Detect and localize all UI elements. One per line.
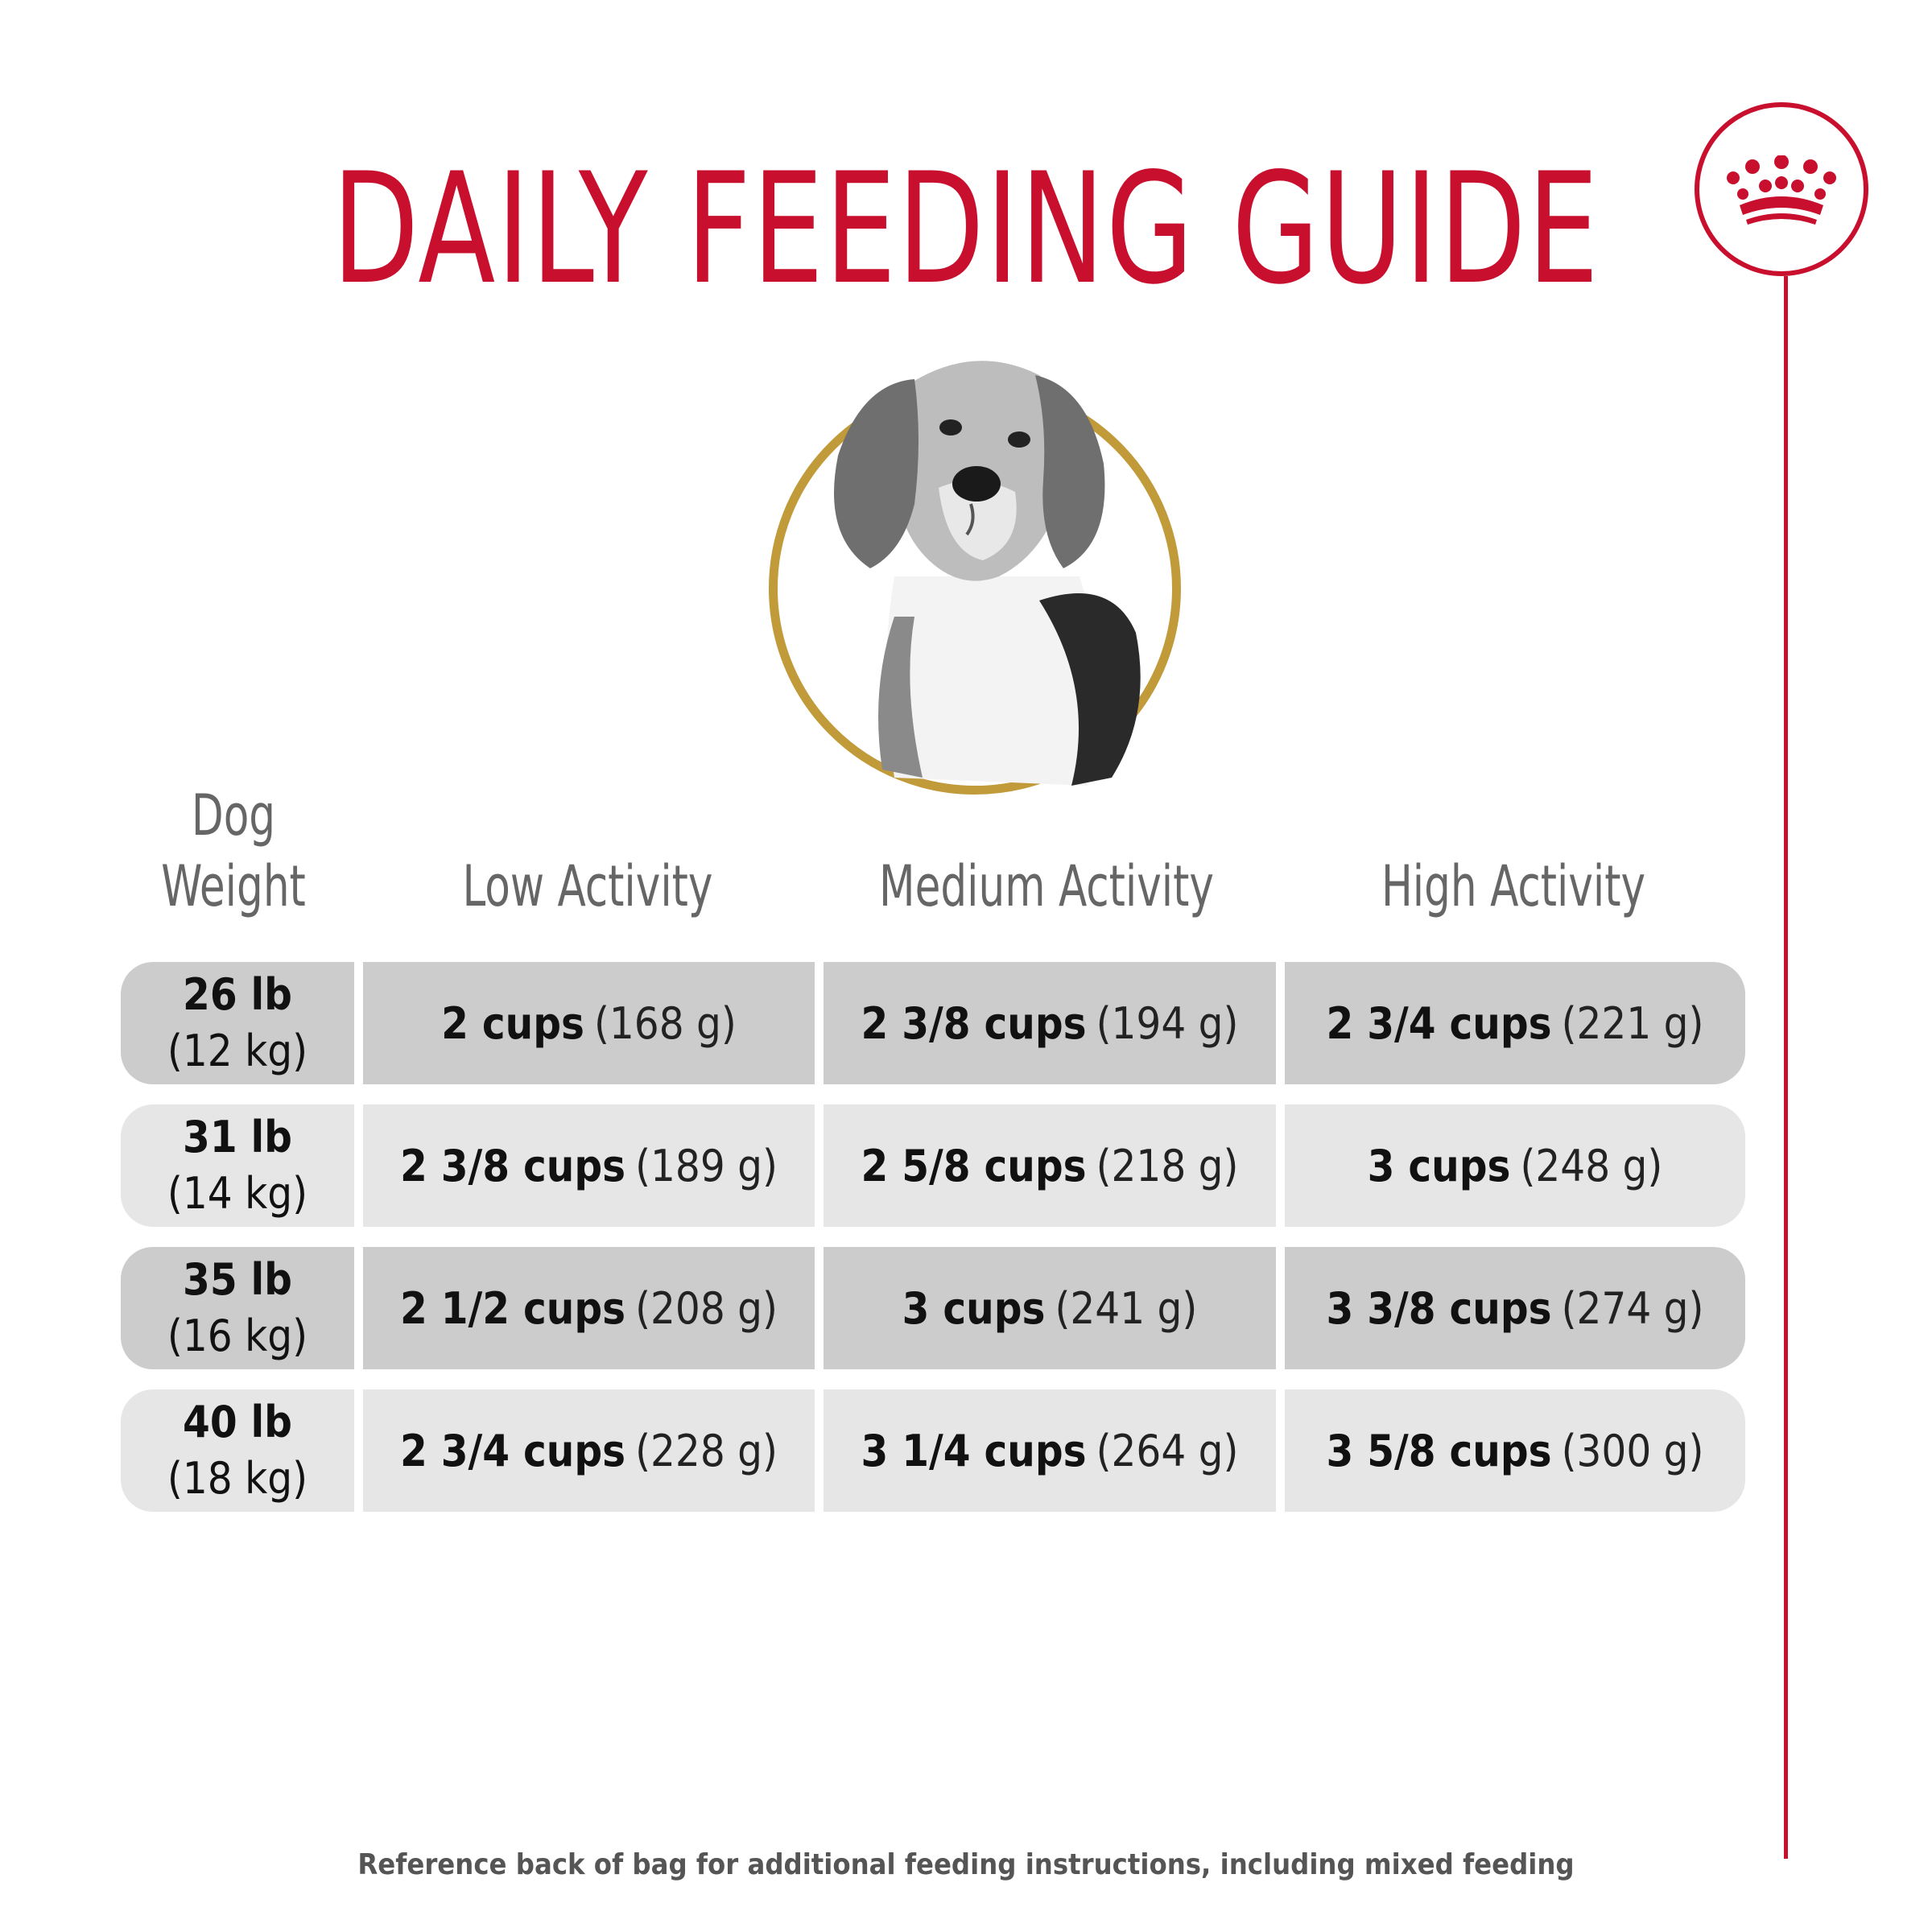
table-row (121, 1389, 1745, 1512)
grams: (194 g) (1096, 997, 1239, 1049)
grams: (168 g) (593, 997, 737, 1049)
weight-kg: (18 kg) (167, 1453, 308, 1504)
grams: (218 g) (1096, 1140, 1239, 1191)
low-cell: 2 cups (168 g) (363, 962, 815, 1084)
weight-cell: 35 lb (16 kg) (121, 1247, 354, 1369)
table-row (121, 962, 1745, 1084)
weight-kg: (16 kg) (167, 1311, 308, 1361)
weight-cell: 31 lb (14 kg) (121, 1104, 354, 1227)
medium-cell: 3 cups (241 g) (824, 1247, 1276, 1369)
cups: 3 cups (902, 1282, 1046, 1334)
page-title: DAILY FEEDING GUIDE (332, 140, 1600, 318)
grams: (274 g) (1561, 1282, 1704, 1334)
high-cell: 3 3/8 cups (274 g) (1285, 1247, 1745, 1369)
table-row (121, 1104, 1745, 1227)
cups: 2 3/8 cups (400, 1140, 626, 1191)
weight-lb: 35 lb (183, 1253, 292, 1305)
dog-portrait-frame (769, 361, 1181, 795)
weight-kg: (14 kg) (167, 1168, 308, 1219)
weight-lb: 40 lb (183, 1396, 292, 1447)
cups: 3 1/4 cups (861, 1425, 1087, 1476)
weight-lb: 26 lb (183, 968, 292, 1020)
header-weight-line1: Dog (191, 782, 276, 848)
grams: (208 g) (635, 1282, 778, 1334)
cups: 2 cups (441, 997, 584, 1049)
cups: 2 3/4 cups (1326, 997, 1552, 1049)
grams: (241 g) (1055, 1282, 1198, 1334)
high-cell: 3 cups (248 g) (1285, 1104, 1745, 1227)
weight-kg: (12 kg) (167, 1026, 308, 1076)
grams: (264 g) (1096, 1425, 1239, 1476)
low-cell: 2 3/4 cups (228 g) (363, 1389, 815, 1512)
high-cell: 2 3/4 cups (221 g) (1285, 962, 1745, 1084)
grams: (189 g) (635, 1140, 778, 1191)
low-cell: 2 1/2 cups (208 g) (363, 1247, 815, 1369)
cups: 2 1/2 cups (400, 1282, 626, 1334)
medium-cell: 2 3/8 cups (194 g) (824, 962, 1276, 1084)
cups: 2 3/4 cups (400, 1425, 626, 1476)
low-cell: 2 3/8 cups (189 g) (363, 1104, 815, 1227)
cups: 2 3/8 cups (861, 997, 1087, 1049)
header-high-activity: High Activity (1381, 853, 1646, 919)
medium-cell: 2 5/8 cups (218 g) (824, 1104, 1276, 1227)
footer-note: Reference back of bag for additional fee… (357, 1848, 1575, 1881)
header-dog-weight: Dog Weight (141, 781, 326, 922)
brand-vertical-line (1784, 276, 1788, 1859)
weight-cell: 40 lb (18 kg) (121, 1389, 354, 1512)
brand-logo (1695, 102, 1868, 276)
table-row (121, 1247, 1745, 1369)
cups: 3 3/8 cups (1326, 1282, 1552, 1334)
crown-logo-icon (1727, 155, 1836, 225)
weight-cell: 26 lb (12 kg) (121, 962, 354, 1084)
grams: (228 g) (635, 1425, 778, 1476)
medium-cell: 3 1/4 cups (264 g) (824, 1389, 1276, 1512)
grams: (248 g) (1520, 1140, 1663, 1191)
grams: (221 g) (1561, 997, 1704, 1049)
header-medium-activity: Medium Activity (879, 853, 1214, 919)
high-cell: 3 5/8 cups (300 g) (1285, 1389, 1745, 1512)
cups: 3 5/8 cups (1326, 1425, 1552, 1476)
grams: (300 g) (1561, 1425, 1704, 1476)
beagle-portrait (834, 361, 1141, 786)
header-weight-line2: Weight (161, 852, 306, 919)
weight-lb: 31 lb (183, 1111, 292, 1162)
cups: 2 5/8 cups (861, 1140, 1087, 1191)
header-low-activity: Low Activity (462, 853, 713, 919)
cups: 3 cups (1367, 1140, 1511, 1191)
